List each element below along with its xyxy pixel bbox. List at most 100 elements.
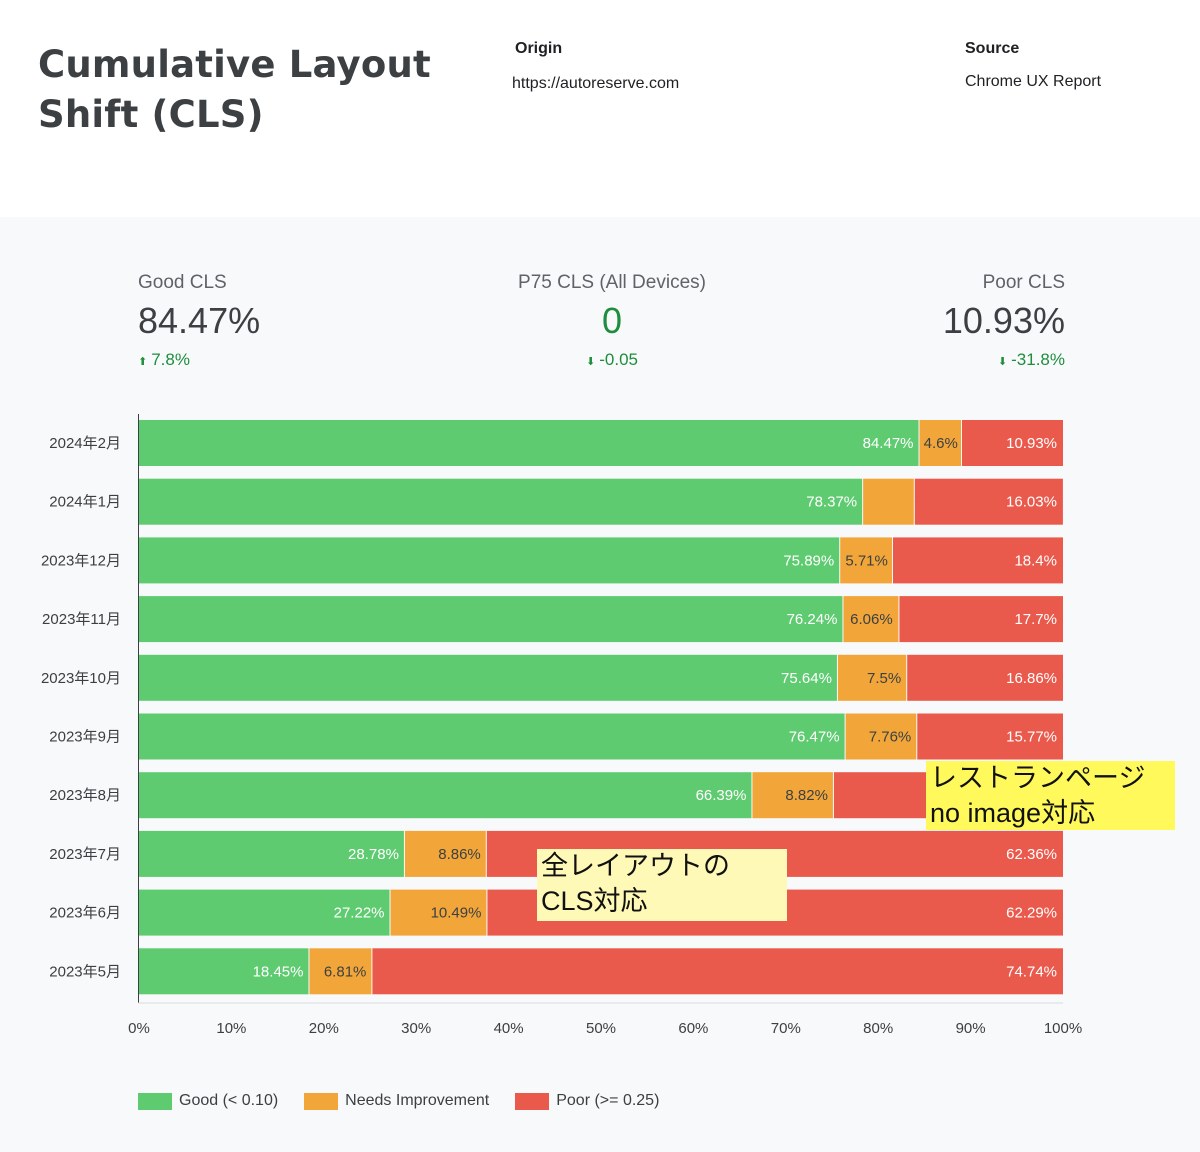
- data-label-good: 84.47%: [863, 435, 914, 452]
- y-tick-label: 2023年12月: [41, 552, 121, 569]
- source-label: Source: [965, 40, 1020, 57]
- kpi-p75: P75 CLS (All Devices) 0 ⬇ -0.05: [462, 272, 762, 370]
- kpi-p75-delta-value: -0.05: [599, 350, 638, 369]
- bar-segment-needs-improvement: [390, 889, 487, 936]
- annotation-restaurant-page: レストランページ no image対応: [926, 761, 1175, 830]
- bar-segment-poor: [914, 478, 1063, 525]
- y-tick-label: 2024年2月: [49, 435, 121, 452]
- kpi-poor-value: 10.93%: [942, 300, 1065, 341]
- x-tick-label: 80%: [863, 1020, 893, 1037]
- data-label-needs-improvement: 8.86%: [438, 846, 481, 863]
- x-tick-label: 70%: [771, 1020, 801, 1037]
- x-tick-label: 40%: [494, 1020, 524, 1037]
- bar-segment-good: [139, 889, 390, 936]
- data-label-good: 75.64%: [781, 670, 832, 687]
- bar-segment-good: [139, 830, 404, 877]
- annotation-restaurant-line2: no image対応: [930, 798, 1096, 828]
- data-label-needs-improvement: 10.49%: [431, 905, 482, 922]
- bar-segment-good: [139, 478, 863, 525]
- y-tick-label: 2023年10月: [41, 670, 121, 687]
- legend-label-good: Good (< 0.10): [179, 1092, 279, 1109]
- data-label-good: 76.47%: [789, 729, 840, 746]
- annotation-restaurant-line1: レストランページ: [930, 763, 1146, 793]
- bar-segment-needs-improvement: [837, 654, 907, 701]
- data-label-needs-improvement: 7.76%: [869, 729, 912, 746]
- bar-segment-good: [139, 420, 919, 466]
- legend-swatch-needs-improvement: [304, 1092, 339, 1110]
- bar-segment-poor: [372, 948, 1063, 995]
- bar-segment-needs-improvement: [752, 772, 833, 819]
- x-tick-label: 90%: [956, 1020, 986, 1037]
- legend-item-needs-improvement[interactable]: Needs Improvement: [304, 1092, 489, 1110]
- bar-segment-good: [139, 537, 840, 584]
- annotation-all-layouts-line2: CLS対応: [541, 886, 648, 916]
- data-label-good: 75.89%: [783, 552, 834, 569]
- bar-segment-good: [139, 654, 837, 701]
- bar-segment-good: [139, 713, 845, 760]
- data-label-poor: 16.03%: [1006, 494, 1057, 511]
- x-tick-label: 20%: [309, 1020, 339, 1037]
- legend-item-poor[interactable]: Poor (>= 0.25): [515, 1092, 659, 1110]
- legend-swatch-poor: [515, 1092, 550, 1110]
- data-label-good: 78.37%: [806, 494, 857, 511]
- x-tick-label: 50%: [586, 1020, 616, 1037]
- y-tick-label: 2024年1月: [49, 494, 121, 511]
- x-tick-label: 30%: [401, 1020, 431, 1037]
- bar-segment-good: [139, 772, 752, 819]
- data-label-good: 27.22%: [334, 905, 385, 922]
- data-label-needs-improvement: 4.6%: [924, 435, 958, 452]
- arrow-down-icon: ⬇: [586, 356, 596, 368]
- data-label-poor: 15.77%: [1006, 729, 1057, 746]
- data-label-good: 76.24%: [787, 611, 838, 628]
- report-header: Cumulative Layout Shift (CLS) Origin htt…: [0, 0, 1200, 217]
- x-tick-label: 100%: [1044, 1020, 1082, 1037]
- legend-item-good[interactable]: Good (< 0.10): [138, 1092, 278, 1110]
- bar-segment-poor: [962, 420, 1063, 466]
- bar-segment-needs-improvement: [919, 420, 962, 466]
- legend-label-needs-improvement: Needs Improvement: [345, 1092, 490, 1109]
- origin-label: Origin: [515, 40, 563, 57]
- y-tick-label: 2023年9月: [49, 729, 121, 746]
- arrow-up-icon: ⬆: [138, 356, 148, 368]
- bar-segment-needs-improvement: [845, 713, 917, 760]
- kpi-good: Good CLS 84.47% ⬆ 7.8%: [138, 272, 260, 370]
- source-value: Chrome UX Report: [965, 73, 1102, 90]
- bar-segment-needs-improvement: [843, 596, 899, 643]
- data-label-needs-improvement: 6.81%: [324, 963, 367, 980]
- annotation-all-layouts-line1: 全レイアウトの: [541, 851, 730, 881]
- x-tick-label: 10%: [216, 1020, 246, 1037]
- y-tick-label: 2023年8月: [49, 787, 121, 804]
- bar-segment-good: [139, 596, 843, 643]
- legend-swatch-good: [138, 1092, 172, 1110]
- bar-segment-poor: [899, 596, 1063, 643]
- data-label-needs-improvement: 8.82%: [785, 787, 828, 804]
- kpi-good-value: 84.47%: [138, 300, 261, 341]
- data-label-needs-improvement: 5.71%: [845, 552, 888, 569]
- bar-segment-needs-improvement: [309, 948, 372, 995]
- legend-label-poor: Poor (>= 0.25): [556, 1092, 660, 1109]
- kpi-p75-label: P75 CLS (All Devices): [518, 272, 706, 293]
- data-label-poor: 62.36%: [1006, 846, 1057, 863]
- data-label-good: 18.45%: [253, 963, 304, 980]
- kpi-poor-delta: ⬇ -31.8%: [765, 350, 1065, 370]
- bar-segment-poor: [917, 713, 1063, 760]
- kpi-p75-value: 0: [601, 300, 623, 341]
- bar-segment-poor: [892, 537, 1063, 584]
- bar-segment-poor: [907, 654, 1063, 701]
- kpi-good-delta: ⬆ 7.8%: [138, 350, 260, 370]
- data-label-poor: 74.74%: [1006, 963, 1057, 980]
- kpi-poor-label: Poor CLS: [982, 272, 1065, 293]
- kpi-p75-delta: ⬇ -0.05: [462, 350, 762, 370]
- y-tick-label: 2023年7月: [49, 846, 121, 863]
- annotation-all-layouts: 全レイアウトの CLS対応: [537, 849, 787, 921]
- data-label-poor: 62.29%: [1006, 905, 1057, 922]
- page-title: Cumulative Layout Shift (CLS): [38, 43, 431, 136]
- bar-segment-needs-improvement: [404, 830, 486, 877]
- data-label-good: 66.39%: [696, 787, 747, 804]
- y-tick-label: 2023年5月: [49, 963, 121, 980]
- kpi-poor: Poor CLS 10.93% ⬇ -31.8%: [765, 272, 1065, 370]
- x-tick-label: 60%: [678, 1020, 708, 1037]
- kpi-good-delta-value: 7.8%: [151, 350, 190, 369]
- bar-segment-needs-improvement: [840, 537, 892, 584]
